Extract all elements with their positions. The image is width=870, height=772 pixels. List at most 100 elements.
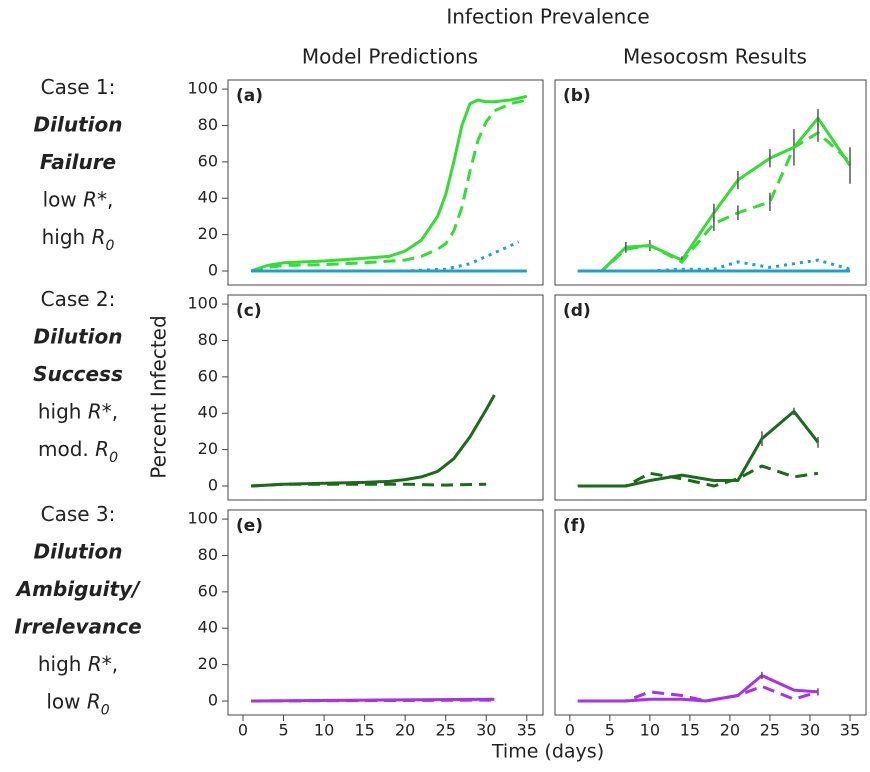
row-label-part: Ambiguity/ xyxy=(15,577,141,601)
row-label-part: , xyxy=(112,399,118,423)
x-tick-label: 15 xyxy=(680,721,700,740)
y-tick-label: 80 xyxy=(198,115,218,134)
row-label: Success xyxy=(33,362,123,386)
y-tick-label: 0 xyxy=(208,260,218,279)
panel-label: (d) xyxy=(563,301,591,321)
row-label: low R0 xyxy=(46,689,109,719)
row-label-part: Case 3: xyxy=(41,502,116,526)
x-tick-label: 0 xyxy=(238,721,248,740)
x-tick-label: 35 xyxy=(517,721,537,740)
row-label: Failure xyxy=(40,150,116,174)
panel-label: (b) xyxy=(563,86,591,106)
x-tick-label: 10 xyxy=(314,721,334,740)
series-line xyxy=(577,131,852,273)
series-line xyxy=(250,98,528,273)
row-label-part: 0 xyxy=(109,450,118,466)
row-label-part: R xyxy=(95,437,109,461)
row-label-part: Irrelevance xyxy=(14,614,141,638)
row-label: high R0 xyxy=(42,225,115,255)
panel-frame xyxy=(227,294,544,501)
y-tick-label: 0 xyxy=(208,475,218,494)
y-tick-label: 80 xyxy=(198,330,218,349)
x-tick-label: 30 xyxy=(800,721,820,740)
column-title: Mesocosm Results xyxy=(623,45,807,69)
panel-frame xyxy=(554,294,867,501)
series-line xyxy=(250,94,528,273)
row-label-part: mod. xyxy=(38,437,95,461)
panel-label: (c) xyxy=(236,301,262,321)
row-label-part: 0 xyxy=(105,238,114,254)
panel-frame xyxy=(227,79,544,286)
y-tick-label: 100 xyxy=(187,79,218,98)
x-tick-label: 15 xyxy=(354,721,374,740)
series-line xyxy=(251,482,487,488)
row-label-part: high xyxy=(38,652,88,676)
series-line xyxy=(251,698,495,703)
row-label: low R*, xyxy=(43,187,114,211)
row-label: Case 3: xyxy=(41,502,116,526)
row-label-part: Success xyxy=(33,362,123,386)
row-label-part: Dilution xyxy=(34,324,123,348)
x-tick-label: 35 xyxy=(840,721,860,740)
x-axis-label: Time (days) xyxy=(491,741,604,763)
x-tick-label: 10 xyxy=(640,721,660,740)
row-label: Ambiguity/ xyxy=(15,577,141,601)
row-label-part: Dilution xyxy=(34,539,123,563)
y-tick-label: 100 xyxy=(187,509,218,528)
x-tick-label: 20 xyxy=(720,721,740,740)
panel-label: (a) xyxy=(236,86,263,106)
row-label: Case 1: xyxy=(41,75,116,99)
row-label-part: high xyxy=(42,225,92,249)
series-line xyxy=(577,409,820,488)
series-line xyxy=(577,674,819,703)
y-tick-label: 0 xyxy=(208,690,218,709)
row-label-part: , xyxy=(112,652,118,676)
row-label: mod. R0 xyxy=(38,437,118,467)
figure-title: Infection Prevalence xyxy=(446,5,649,29)
panel-frame xyxy=(554,79,867,286)
row-label-part: Dilution xyxy=(34,112,123,136)
row-label: Dilution xyxy=(34,324,123,348)
x-tick-label: 25 xyxy=(436,721,456,740)
row-label-part: low xyxy=(46,689,87,713)
row-label: high R*, xyxy=(38,399,118,423)
y-tick-label: 100 xyxy=(187,294,218,313)
row-label-part: 0 xyxy=(101,703,110,719)
x-tick-label: 20 xyxy=(395,721,415,740)
x-tick-label: 0 xyxy=(565,721,575,740)
x-tick-label: 5 xyxy=(278,721,288,740)
series-line xyxy=(577,684,819,703)
row-label: Dilution xyxy=(34,539,123,563)
row-label-part: , xyxy=(107,187,113,211)
row-label-part: Failure xyxy=(40,150,116,174)
y-tick-label: 40 xyxy=(198,403,218,422)
panel-label: (f) xyxy=(563,516,586,536)
y-tick-label: 40 xyxy=(198,618,218,637)
row-label-part: R xyxy=(92,225,106,249)
row-label: high R*, xyxy=(38,652,118,676)
series-line xyxy=(251,394,496,488)
x-tick-label: 30 xyxy=(476,721,496,740)
row-label-part: R* xyxy=(88,399,112,423)
row-label: Dilution xyxy=(34,112,123,136)
series-line xyxy=(577,258,851,273)
y-tick-label: 20 xyxy=(198,224,218,243)
y-tick-label: 60 xyxy=(198,581,218,600)
y-tick-label: 60 xyxy=(198,366,218,385)
panel-label: (e) xyxy=(236,516,263,536)
panel-frame xyxy=(554,509,867,716)
row-label-part: Case 1: xyxy=(41,75,116,99)
row-label-part: R* xyxy=(83,187,107,211)
x-tick-label: 25 xyxy=(760,721,780,740)
x-tick-label: 5 xyxy=(605,721,615,740)
row-label-part: Case 2: xyxy=(41,287,116,311)
row-label-part: low xyxy=(43,187,84,211)
y-tick-label: 80 xyxy=(198,545,218,564)
y-tick-label: 60 xyxy=(198,151,218,170)
y-tick-label: 20 xyxy=(198,654,218,673)
row-label-part: R* xyxy=(88,652,112,676)
y-tick-label: 20 xyxy=(198,439,218,458)
y-tick-label: 40 xyxy=(198,188,218,207)
row-label-part: high xyxy=(38,399,88,423)
row-label: Irrelevance xyxy=(14,614,141,638)
